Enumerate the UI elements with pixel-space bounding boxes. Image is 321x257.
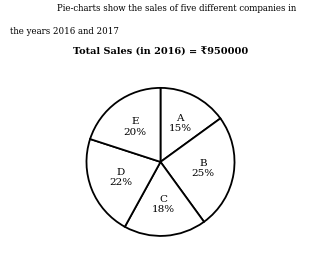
Text: B
25%: B 25% (191, 159, 214, 178)
Text: E
20%: E 20% (124, 117, 147, 137)
Text: C
18%: C 18% (152, 195, 175, 214)
Text: the years 2016 and 2017: the years 2016 and 2017 (10, 27, 118, 36)
Text: Pie-charts show the sales of five different companies in: Pie-charts show the sales of five differ… (57, 4, 296, 13)
Wedge shape (125, 162, 204, 236)
Wedge shape (160, 88, 221, 162)
Wedge shape (90, 88, 160, 162)
Text: Total Sales (in 2016) = ₹950000: Total Sales (in 2016) = ₹950000 (73, 48, 248, 57)
Text: A
15%: A 15% (169, 114, 192, 133)
Wedge shape (160, 118, 235, 222)
Wedge shape (86, 139, 160, 227)
Text: D
22%: D 22% (109, 168, 132, 187)
